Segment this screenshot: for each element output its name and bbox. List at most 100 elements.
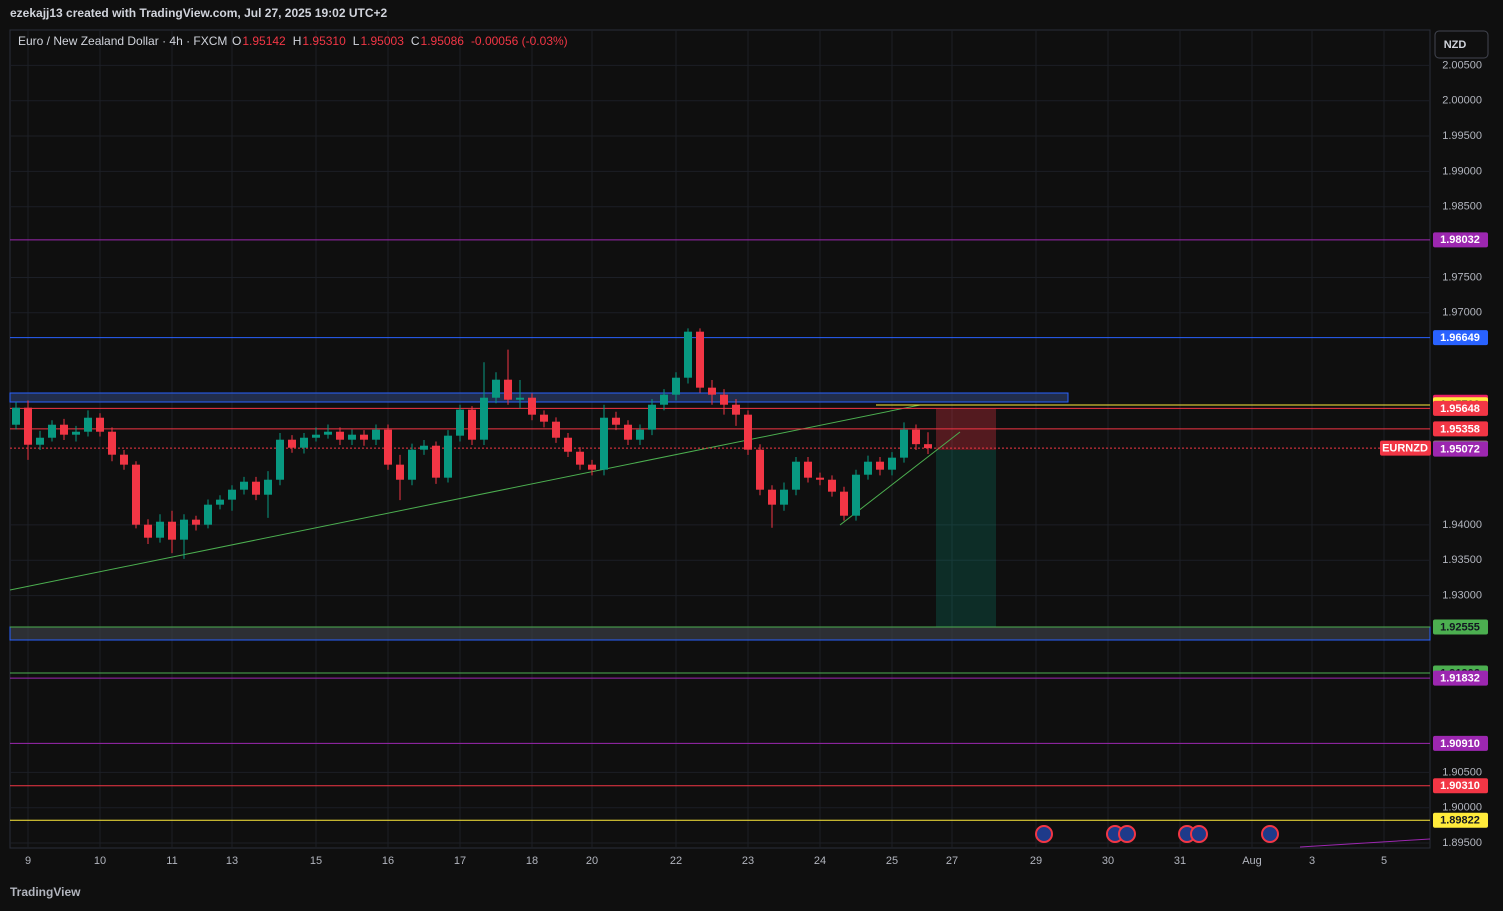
y-tick-label: 1.94000 [1442,519,1482,531]
candle-body [132,464,140,525]
candle-body [348,434,356,440]
trendline [1299,838,1431,848]
price-label-box [1433,441,1488,457]
candle-body [36,437,44,445]
candle-body [120,454,128,465]
x-tick-label: 30 [1102,855,1114,867]
event-icon[interactable] [1190,825,1208,843]
x-tick-label: 3 [1309,855,1315,867]
price-label: 1.89822 [1440,815,1480,827]
candle-body [600,417,608,470]
x-tick-label: 23 [742,855,754,867]
y-tick-label: 1.93000 [1442,590,1482,602]
candle-body [228,489,236,500]
candle-body [288,439,296,448]
candle-body [408,449,416,480]
candle-body [372,429,380,440]
symbol-tag: EURNZD [1382,443,1428,455]
event-icon[interactable] [1035,825,1053,843]
x-tick-label: 13 [226,855,238,867]
price-label: 1.95358 [1440,423,1480,435]
price-label: 1.91832 [1440,673,1480,685]
x-tick-label: 5 [1381,855,1387,867]
candle-body [384,429,392,465]
x-tick-label: 29 [1030,855,1042,867]
candle-body [756,449,764,490]
candle-body [888,457,896,470]
candle-body [720,394,728,405]
x-tick-label: 24 [814,855,826,867]
ohlc-value: 1.95086 [421,34,465,48]
price-label: 1.98032 [1440,234,1480,246]
ohlc-value: 1.95142 [242,34,286,48]
footer-logo: TradingView [10,885,81,899]
y-tick-label: 1.98500 [1442,201,1482,213]
candle-body [696,331,704,388]
grid [10,30,1430,848]
candle-body [672,377,680,395]
y-tick-label: 2.00000 [1442,95,1482,107]
x-tick-label: 17 [454,855,466,867]
ohlc-change: -0.00056 (-0.03%) [471,34,568,48]
event-icon[interactable] [1261,825,1279,843]
candle-body [612,417,620,425]
price-label-box [1433,421,1488,437]
candle-body [588,464,596,470]
price-label: 1.95648 [1440,403,1480,415]
candles [12,328,932,559]
drawings [9,392,1431,848]
candle-body [420,445,428,450]
price-label-box [1433,735,1488,751]
price-label-box [1433,400,1488,416]
price-label: 1.96649 [1440,332,1480,344]
price-label-box [1433,232,1488,248]
currency-button[interactable] [1434,30,1489,59]
candle-body [168,521,176,540]
ohlc-value: 1.95003 [360,34,404,48]
y-tick-label: 2.00500 [1442,59,1482,71]
candle-body [252,481,260,495]
y-tick-label: 1.90500 [1442,766,1482,778]
candle-body [792,461,800,490]
candle-body [708,387,716,395]
candle-body [840,491,848,516]
candle-body [72,431,80,435]
x-tick-label: 22 [670,855,682,867]
y-tick-label: 1.90000 [1442,802,1482,814]
candle-body [804,461,812,478]
y-tick-label: 1.99000 [1442,165,1482,177]
ohlc-key: H [293,34,302,48]
candle-body [156,521,164,538]
x-tick-label: 25 [886,855,898,867]
candle-body [60,424,68,435]
candle-body [240,481,248,490]
axes: 2.00500 2.00000 1.99500 1.99000 1.98500 1.975… [25,59,1482,867]
candle-body [492,379,500,398]
symbol-title: Euro / New Zealand Dollar · 4h · FXCM [18,34,227,48]
symbol-tag-box [1380,440,1431,456]
candle-body [12,407,20,425]
ohlc-key: C [411,34,420,48]
candle-body [96,417,104,432]
event-icon[interactable] [1118,825,1136,843]
candle-body [900,429,908,458]
candle-body [540,414,548,422]
x-tick-label: 15 [310,855,322,867]
candle-body [444,435,452,478]
candle-body [552,421,560,438]
ohlc-key: O [232,34,241,48]
candle-body [828,479,836,492]
candle-body [216,499,224,505]
x-tick-label: 16 [382,855,394,867]
y-tick-label: 1.97000 [1442,307,1482,319]
candle-body [456,409,464,436]
x-tick-label: 11 [166,855,177,867]
plot-area [9,29,1431,849]
candle-body [576,451,584,465]
price-label-box [1433,670,1488,686]
x-tick-label: 31 [1174,855,1186,867]
target-zone [936,450,996,627]
candle-body [780,489,788,505]
ohlc-key: L [353,34,360,48]
